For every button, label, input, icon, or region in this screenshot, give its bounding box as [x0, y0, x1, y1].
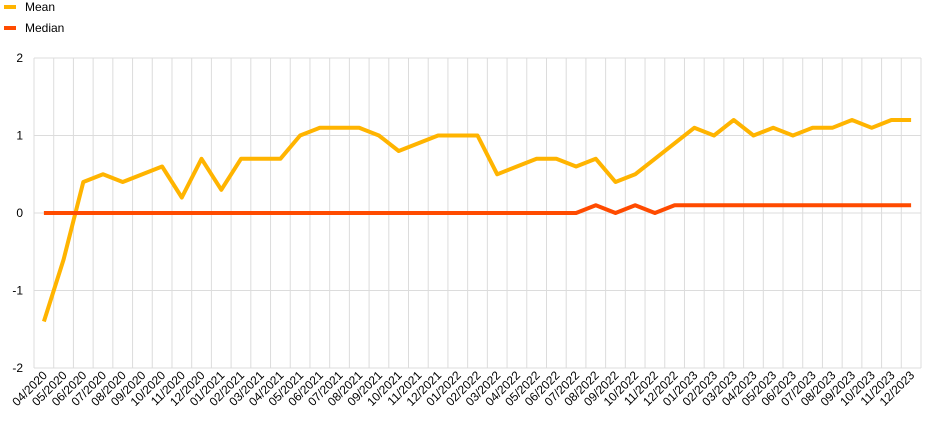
- line-series: [41, 118, 912, 323]
- legend-swatch: [4, 26, 16, 30]
- y-tick-label: -2: [12, 361, 23, 375]
- y-tick-label: 1: [16, 129, 23, 143]
- legend-label: Mean: [25, 0, 55, 14]
- y-tick-label: -1: [12, 284, 23, 298]
- legend-label: Median: [25, 21, 64, 35]
- y-tick-label: 0: [16, 206, 23, 220]
- y-tick-label: 2: [16, 51, 23, 65]
- line-series: [43, 203, 912, 215]
- legend-swatch: [4, 5, 16, 9]
